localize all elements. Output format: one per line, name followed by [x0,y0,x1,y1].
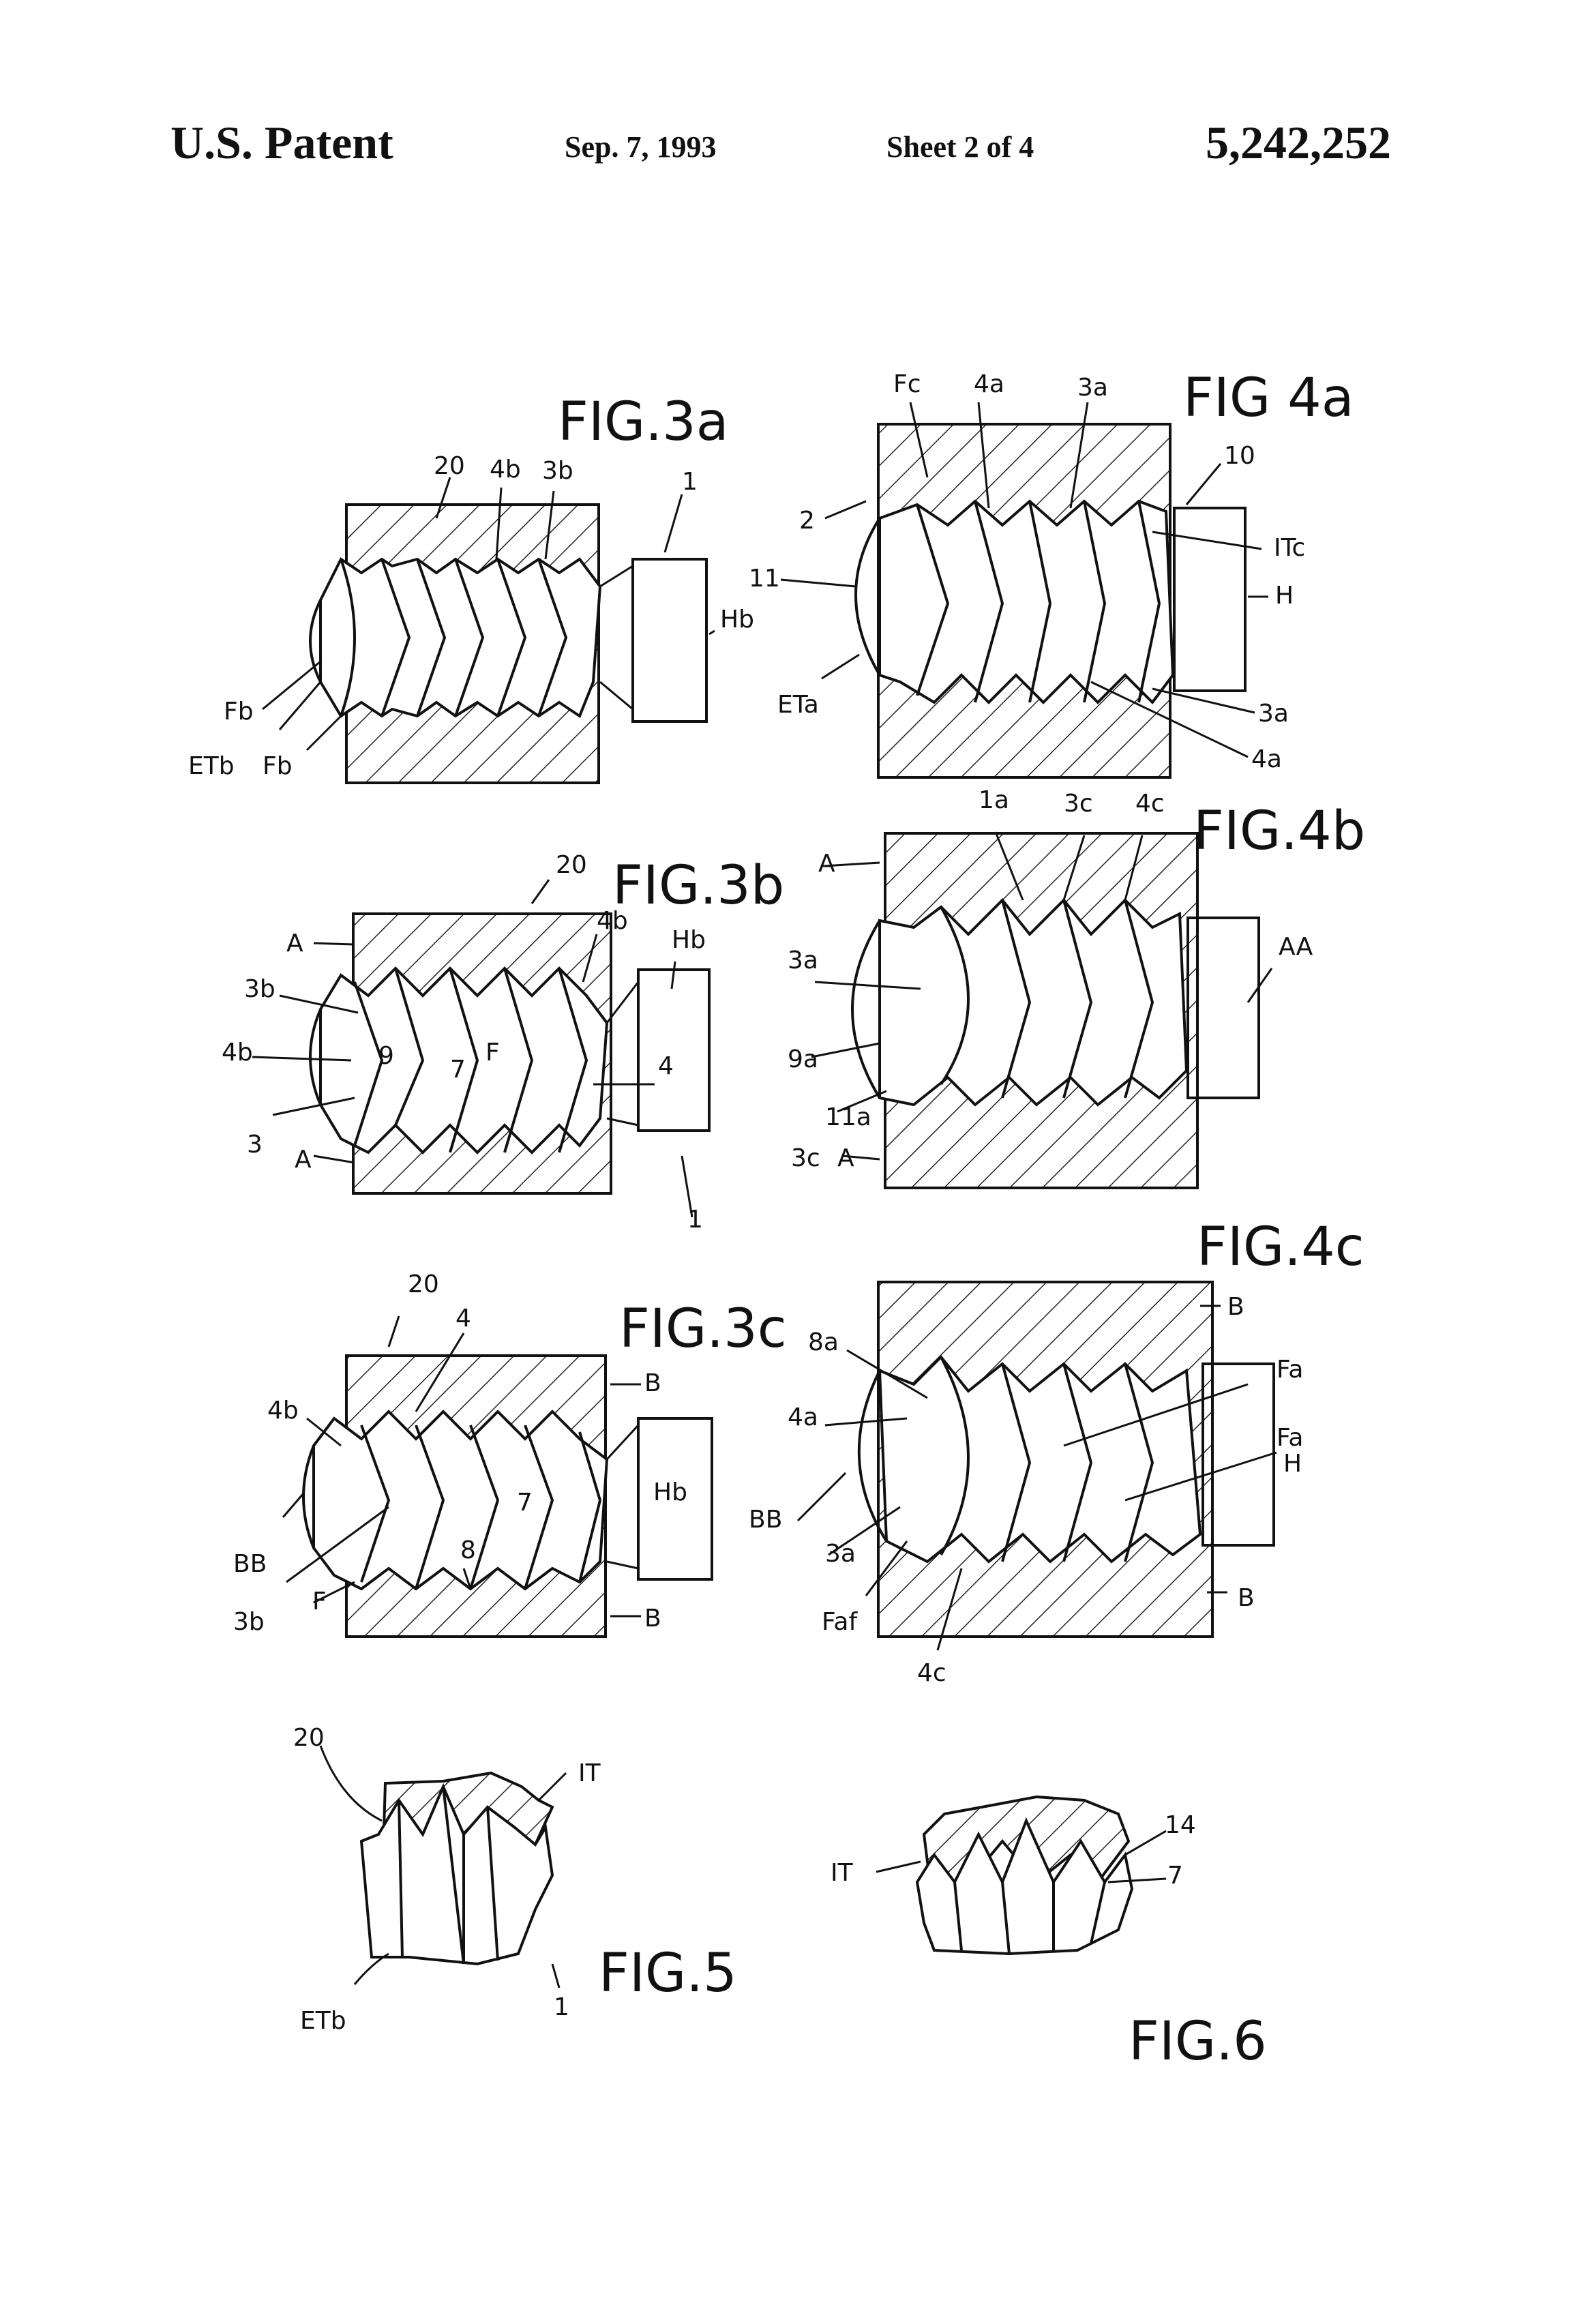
fig5-label-it: IT [578,1759,601,1787]
fig4b-label-11a: 11a [825,1103,871,1131]
fig4c-label-4a: 4a [788,1403,818,1431]
fig4a-label-itc: ITc [1274,534,1305,562]
fig3b-label-a: A [286,929,303,957]
fig3c-label-8: 8 [460,1536,476,1564]
fig3a-title: FIG.3a [558,391,729,453]
fig6-label-7: 7 [1167,1862,1183,1890]
fig3b-label-hb: Hb [672,926,706,954]
figure-3b: FIG.3b 20 A 4b Hb 3b 4b 9 7 F 4 3 A 1 [222,851,784,1234]
fig3a-label-fb-2: Fb [263,752,293,780]
figure-6: FIG.6 14 IT 7 [831,1797,1267,2072]
fig3b-label-4: 4 [658,1052,674,1080]
fig4a-label-fc: Fc [893,370,921,398]
fig3b-label-3: 3 [247,1131,263,1159]
fig4b-label-1a: 1a [979,786,1009,814]
fig4b-label-3c: 3c [1064,790,1093,818]
fig4c-label-8a: 8a [808,1328,839,1356]
fig3c-label-hb: Hb [653,1478,687,1506]
fig3a-head-link [600,566,633,709]
fig4a-label-3a-2: 3a [1258,700,1289,728]
fig4c-label-3a: 3a [825,1540,856,1568]
fig3a-label-3b: 3b [542,457,573,485]
fig4b-label-a: A [818,850,835,878]
fig3a-label-hb: Hb [720,606,754,634]
fig3b-label-7: 7 [450,1056,466,1084]
fig3c-label-b-2: B [644,1605,661,1633]
fig3b-label-3b: 3b [244,975,275,1003]
fig4b-label-3c-2: 3c [791,1144,820,1172]
figure-3c: FIG.3c 20 4 B 4b Hb BB 8 7 3b F B [233,1270,787,1637]
figure-4c: FIG.4c B 8a Fa 4a Fa H BB 3a Faf 4c B [749,1217,1364,1687]
fig4b-label-aa: AA [1279,933,1313,961]
figure-5: FIG.5 20 IT ETb 1 [293,1724,737,2035]
fig6-label-it: IT [831,1859,854,1887]
fig3a-label-1: 1 [682,468,698,496]
fig3a-label-etb: ETb [188,752,235,780]
fig3b-label-1: 1 [687,1206,703,1234]
fig3b-title: FIG.3b [612,855,784,917]
fig3a-screw-thread [320,559,600,716]
fig3a-head-hb [633,559,706,721]
fig4c-label-fa: Fa [1277,1356,1303,1384]
fig3b-label-20: 20 [556,851,587,879]
fig3a-label-20: 20 [434,452,465,480]
fig4b-label-4c: 4c [1135,790,1165,818]
fig4b-label-3a: 3a [788,947,818,974]
fig4c-label-b-2: B [1238,1584,1255,1612]
fig4c-label-fa-2: Fa [1277,1424,1303,1452]
fig4c-title: FIG.4c [1197,1217,1364,1278]
fig4a-label-11: 11 [749,565,780,593]
fig4a-label-3a: 3a [1077,374,1108,402]
figure-4a: FIG 4a Fc 4a 3a 10 2 11 ITc H ETa 3a 4a [749,368,1354,777]
fig4c-label-4c: 4c [917,1659,946,1687]
fig5-title: FIG.5 [599,1943,737,2004]
fig4a-head-h [1174,508,1245,691]
fig3c-label-bb: BB [233,1550,267,1578]
fig3b-label-4b-2: 4b [222,1039,253,1067]
fig4a-label-eta: ETa [777,691,819,719]
fig3c-label-4b: 4b [267,1397,299,1425]
fig3c-label-4: 4 [456,1305,471,1332]
fig3c-label-7: 7 [517,1489,533,1517]
fig3c-title: FIG.3c [619,1298,787,1360]
fig4c-label-h: H [1283,1450,1302,1478]
fig3c-label-f: F [312,1588,327,1615]
fig4a-label-4a-2: 4a [1251,745,1282,773]
fig3c-label-20: 20 [408,1270,439,1298]
fig6-title: FIG.6 [1129,2011,1267,2072]
fig3a-label-4b: 4b [490,456,521,483]
fig4b-screw-thread [880,900,1186,1105]
fig5-label-etb: ETb [300,2007,346,2035]
fig3c-label-3b: 3b [233,1608,265,1636]
fig5-label-20: 20 [293,1724,325,1752]
fig4a-title: FIG 4a [1183,368,1354,429]
fig6-label-14: 14 [1165,1811,1196,1839]
fig4c-label-b: B [1227,1293,1244,1321]
fig3b-head-hb [638,970,709,1131]
fig3b-label-4b: 4b [597,907,628,935]
fig4a-label-h: H [1275,582,1294,610]
fig4b-title: FIG.4b [1193,801,1365,862]
fig3b-label-a-2: A [295,1146,312,1174]
fig4a-label-4a: 4a [974,370,1004,398]
fig4a-label-10: 10 [1224,442,1255,470]
fig3c-label-b: B [644,1369,661,1397]
fig4a-label-2: 2 [799,507,815,535]
fig3b-label-f: F [486,1039,500,1067]
fig5-label-1: 1 [554,1993,569,2021]
fig4c-label-bb: BB [749,1506,782,1534]
fig4b-label-9a: 9a [788,1045,818,1073]
figure-4b: FIG.4b 1a 3c 4c A AA 3a 9a 11a 3c A [788,786,1365,1188]
fig4c-label-faf: Faf [822,1608,858,1636]
fig4b-label-a-2: A [837,1144,854,1172]
fig3b-label-9: 9 [378,1042,394,1070]
figure-3a: FIG.3a 20 4b 3b 1 Hb Fb ETb Fb [188,391,754,783]
fig3a-label-fb: Fb [224,698,254,726]
